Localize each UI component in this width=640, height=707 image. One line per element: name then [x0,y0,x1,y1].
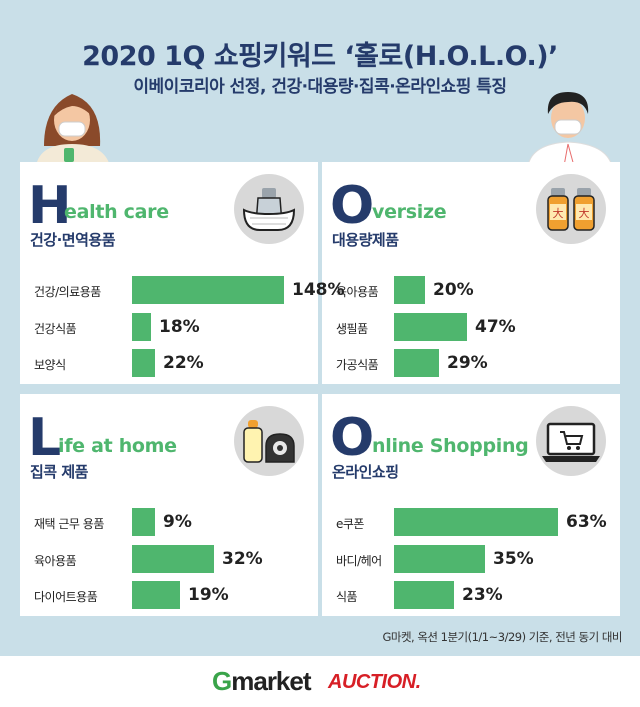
page-subtitle: 이베이코리아 선정, 건강·대용량·집콕·온라인쇼핑 특징 [133,77,507,97]
page-title: 2020 1Q 쇼핑키워드 ‘홀로(H.O.L.O.)’ [82,41,558,72]
value-label: 19% [188,585,229,605]
gmarket-logo-g: G [212,666,232,696]
large-bottles-icon: 大 大 [536,174,606,244]
auction-logo: AUCTION. [328,671,421,693]
bar [132,349,155,377]
category-label: 육아용품 [34,554,77,568]
health-care-panel: H ealth care 건강·면역용품 [20,162,318,384]
bar [132,581,180,609]
bar [132,545,214,573]
category-label: 생필품 [336,322,368,336]
panel-letter: H [28,176,72,236]
bar [394,276,425,304]
footer: Gmarket AUCTION. [0,656,640,707]
value-label: 148% [292,280,345,300]
bar [394,581,454,609]
panel-heading: ealth care [64,201,169,223]
category-label: 건강/의료용품 [34,285,101,299]
category-label: 바디/헤어 [336,554,382,568]
icon-label: 大 [579,206,590,220]
value-label: 35% [493,549,534,569]
value-label: 32% [222,549,263,569]
category-label: 식품 [336,590,358,604]
panel-heading-korean: 건강·면역용품 [30,231,116,249]
baby-bottle-and-tape-icon [234,406,304,476]
oversize-panel: O versize 대용량제품 大 大 [322,162,620,384]
bar [132,276,284,304]
mask-and-bottle-icon [234,174,304,244]
man-illustration [527,92,613,166]
bar [394,313,467,341]
category-label: 보양식 [34,358,66,372]
source-note: G마켓, 옥션 1분기(1/1~3/29) 기준, 전년 동기 대비 [382,630,622,644]
life-at-home-panel: L ife at home 집콕 제품 [20,394,318,616]
gmarket-logo-rest: market [231,666,311,696]
panel-heading: versize [372,201,447,223]
panel-letter: O [330,408,375,468]
panel-heading-korean: 대용량제품 [332,231,399,249]
category-label: 다이어트용품 [34,590,98,604]
panel-heading: nline Shopping [372,435,529,457]
icon-label: 大 [553,206,564,220]
category-label: 육아용품 [336,285,379,299]
panel-heading-korean: 집콕 제품 [30,463,88,481]
value-label: 63% [566,512,607,532]
online-shopping-panel: O nline Shopping 온라인쇼핑 [322,394,620,616]
bar [394,349,439,377]
value-label: 29% [447,353,488,373]
panel-letter: O [330,176,375,236]
bar [394,545,485,573]
woman-illustration [36,94,110,166]
value-label: 47% [475,317,516,337]
category-label: e쿠폰 [336,517,364,531]
bar [394,508,558,536]
panel-letter: L [28,408,62,468]
value-label: 20% [433,280,474,300]
panel-heading-korean: 온라인쇼핑 [332,463,399,481]
value-label: 23% [462,585,503,605]
bar [132,508,155,536]
panel-heading: ife at home [58,435,177,457]
gmarket-logo: Gmarket [212,666,312,697]
category-label: 재택 근무 용품 [34,517,104,531]
category-label: 건강식품 [34,322,77,336]
value-label: 18% [159,317,200,337]
category-label: 가공식품 [336,358,379,372]
value-label: 9% [163,512,192,532]
bar [132,313,151,341]
value-label: 22% [163,353,204,373]
laptop-cart-icon [536,406,606,476]
